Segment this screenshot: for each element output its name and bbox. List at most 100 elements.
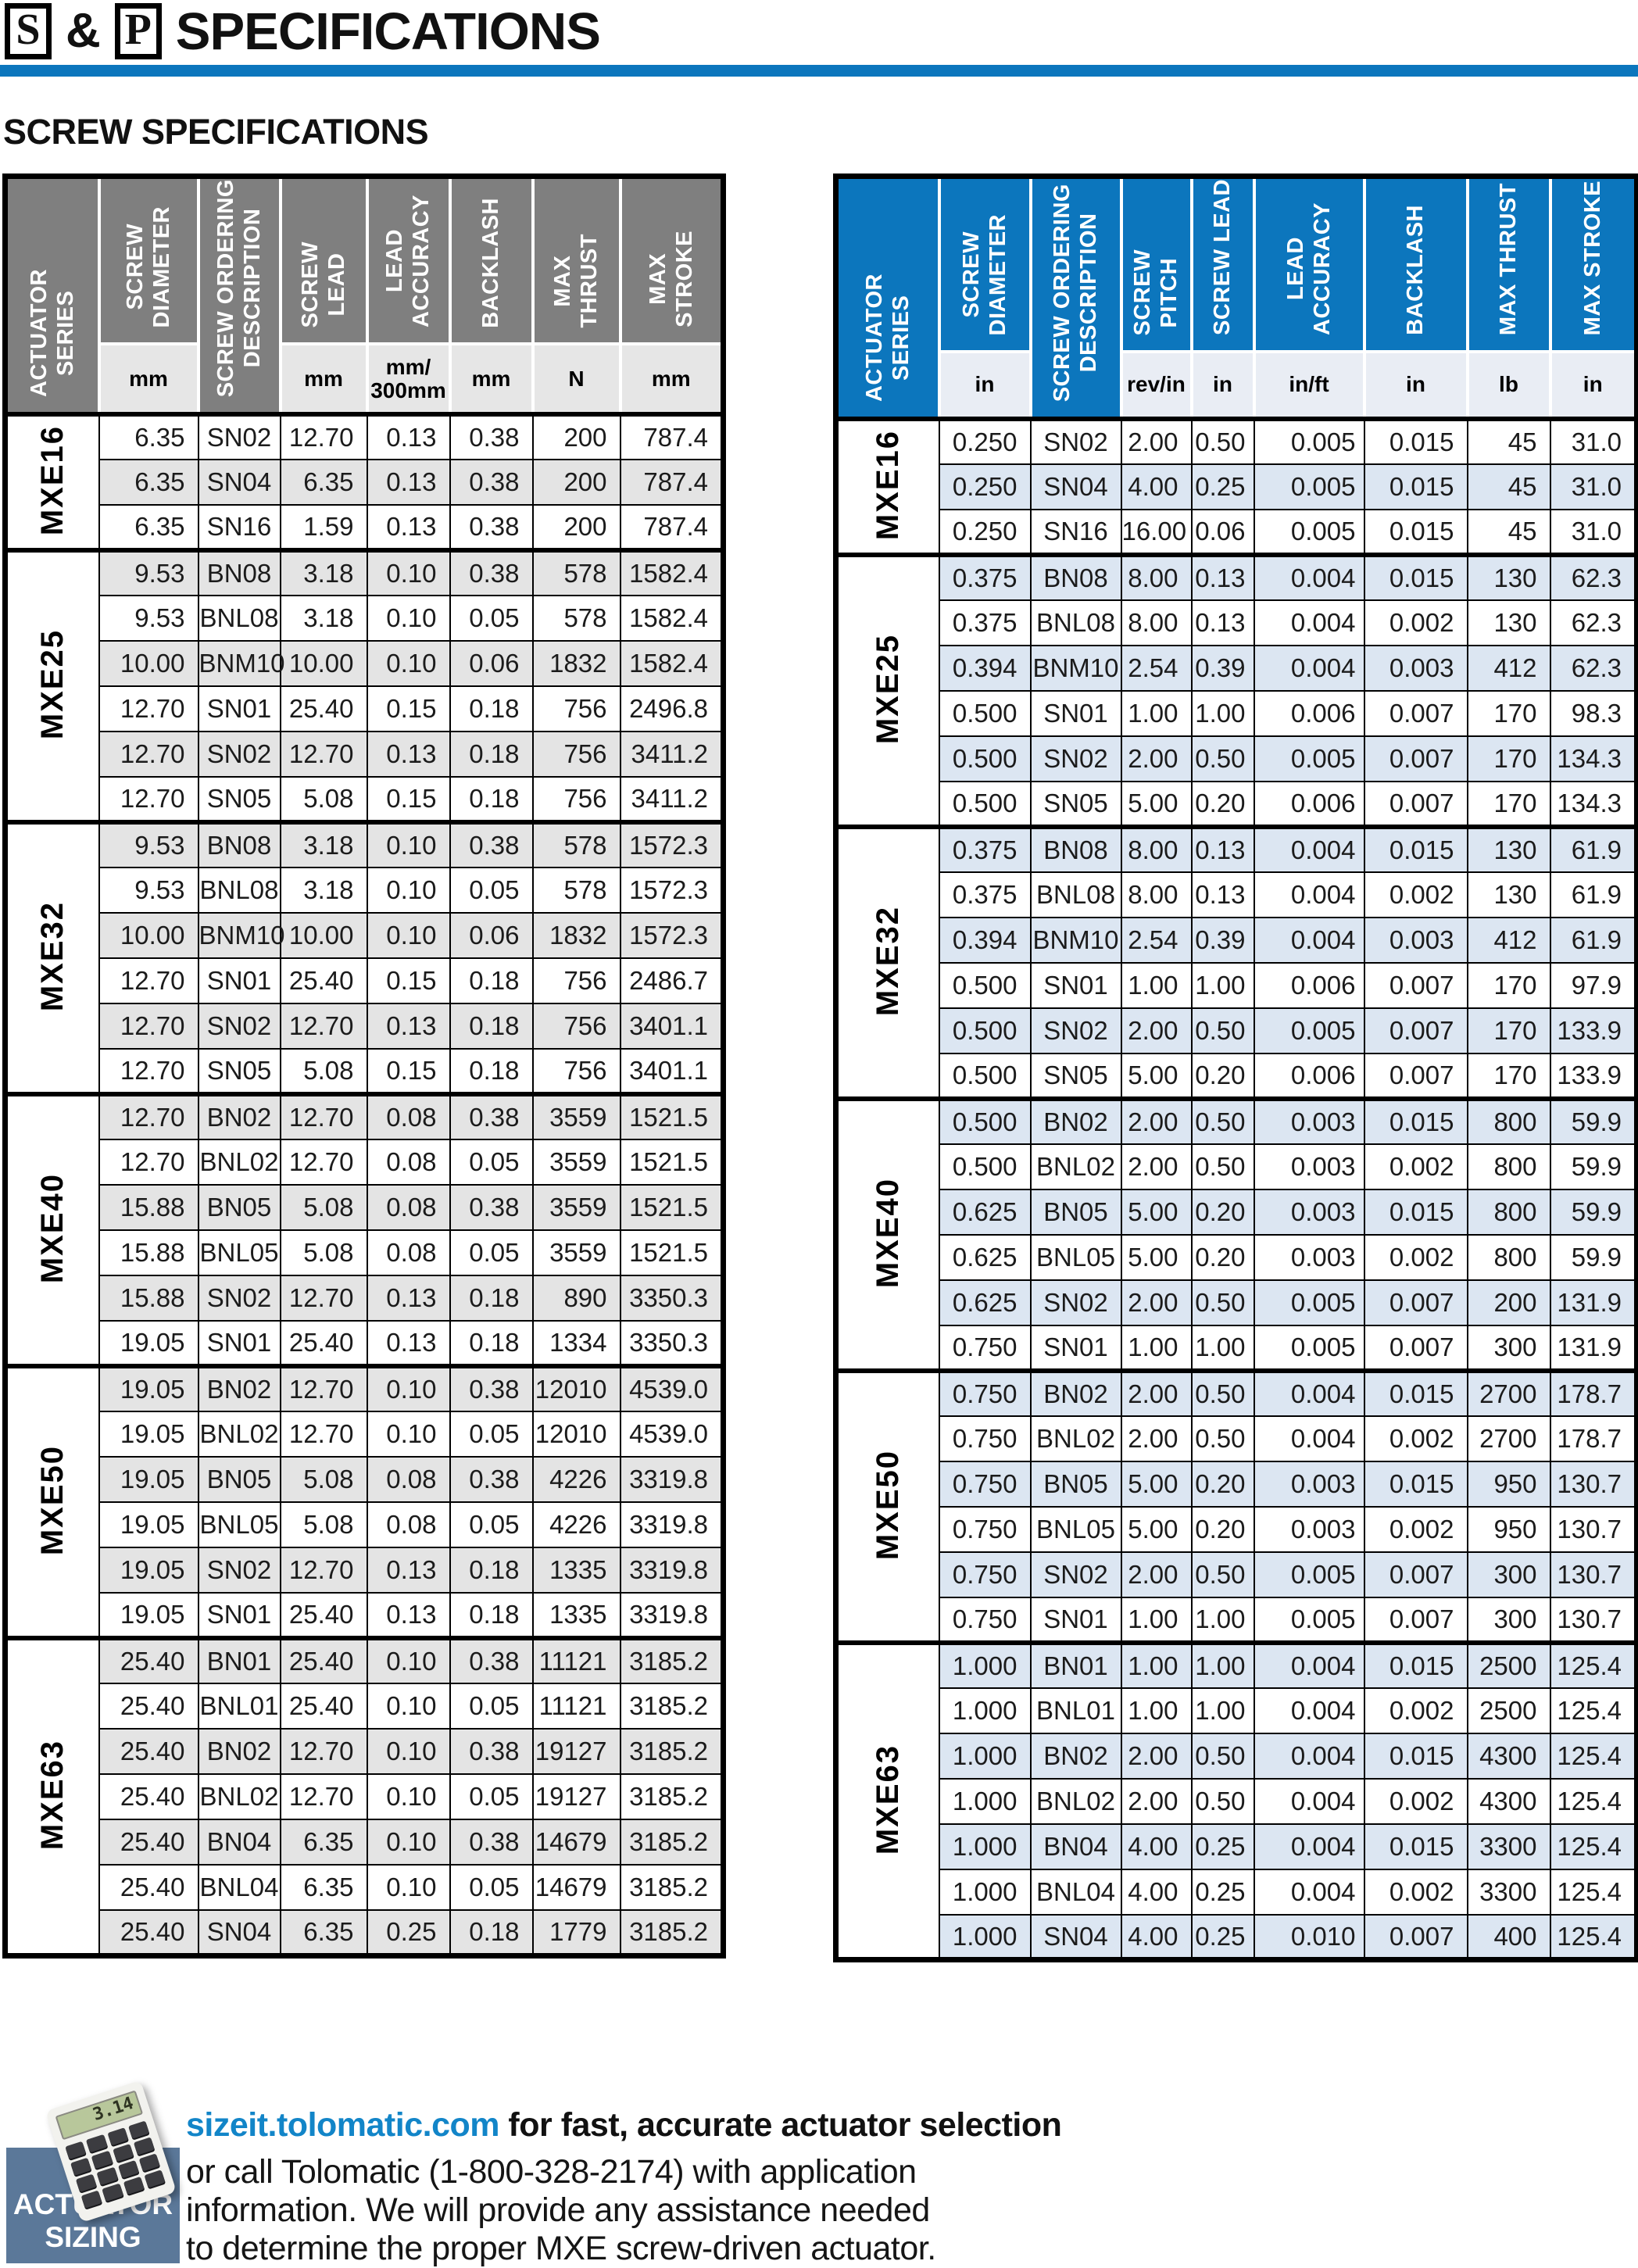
cell: 0.005 <box>1253 463 1365 510</box>
cell: 0.750 <box>938 1324 1032 1372</box>
cell: 0.13 <box>1190 599 1255 646</box>
cell: 25.40 <box>279 957 368 1005</box>
cell: 19.05 <box>98 1592 199 1640</box>
cell: 0.38 <box>449 820 534 869</box>
cell: 5.08 <box>279 1048 368 1096</box>
boxed-letter-p: P <box>114 3 162 59</box>
cell: 0.13 <box>366 1003 451 1050</box>
cell: 0.004 <box>1253 1823 1365 1870</box>
cell: 0.05 <box>449 1229 534 1277</box>
cell: 2.54 <box>1120 916 1193 964</box>
table-row: 1.000 BN04 4.00 0.25 0.004 0.015 3300 125.4 <box>836 1823 1638 1870</box>
cell: 0.39 <box>1190 916 1255 964</box>
cell: 134.3 <box>1549 780 1638 828</box>
cell: BNL02 <box>1029 1777 1122 1825</box>
cell: BNL02 <box>1029 1143 1122 1190</box>
cell: 3319.8 <box>619 1501 724 1549</box>
cell: 2500 <box>1466 1640 1551 1689</box>
cell: BN02 <box>1029 1368 1122 1417</box>
table-row: 0.750 SN02 2.00 0.50 0.005 0.007 300 130.7 <box>836 1551 1638 1598</box>
cell: 412 <box>1466 644 1551 692</box>
cell: 1521.5 <box>619 1092 724 1141</box>
table-row: 0.625 BN05 5.00 0.20 0.003 0.015 800 59.9 <box>836 1188 1638 1236</box>
cell: 0.10 <box>366 595 451 642</box>
col-header-screw-diameter: SCREW DIAMETER <box>97 174 200 346</box>
cell: 0.18 <box>449 1320 534 1368</box>
cell: BN04 <box>1029 1823 1122 1870</box>
table-row: 0.500 SN02 2.00 0.50 0.005 0.007 170 133.9 <box>836 1007 1638 1054</box>
cell: 8.00 <box>1120 552 1193 601</box>
table-row: 19.05 BNL02 12.70 0.10 0.05 12010 4539.0 <box>5 1411 724 1458</box>
cell: 0.004 <box>1253 1415 1365 1462</box>
cell: 19.05 <box>98 1411 199 1458</box>
cell: 130.7 <box>1549 1460 1638 1508</box>
cell: BN05 <box>1029 1460 1122 1508</box>
cell: 1.00 <box>1190 961 1255 1009</box>
cell: 800 <box>1466 1143 1551 1190</box>
cell: 3.18 <box>279 548 368 597</box>
cell: 0.010 <box>1253 1913 1365 1961</box>
col-header-screw-diameter: SCREW DIAMETER <box>937 174 1032 353</box>
cell: 1.00 <box>1190 1640 1255 1689</box>
cell: 0.002 <box>1363 1687 1468 1734</box>
cell: 14679 <box>531 1819 621 1866</box>
cell: 25.40 <box>279 1683 368 1730</box>
cell: 130.7 <box>1549 1505 1638 1553</box>
calculator-key <box>65 2141 87 2160</box>
cell: 4539.0 <box>619 1364 724 1413</box>
unit-cell-n: N <box>531 342 622 417</box>
table-row: MXE25 9.53 BN08 3.18 0.10 0.38 578 1582.4 <box>4 548 724 824</box>
cell: 1572.3 <box>619 820 724 869</box>
sizeit-link[interactable]: sizeit.tolomatic.com <box>186 2106 499 2144</box>
cell: 0.18 <box>449 1003 534 1050</box>
calculator-key <box>112 2144 134 2162</box>
cell: 3350.3 <box>619 1320 724 1368</box>
cell: 0.13 <box>366 412 451 461</box>
cell: 0.007 <box>1363 1052 1468 1100</box>
series-cell-MXE25: MXE25 <box>835 552 940 828</box>
cell: BNL05 <box>1029 1233 1122 1281</box>
cell: 0.05 <box>449 1411 534 1458</box>
cell: BN05 <box>197 1456 281 1504</box>
cell: 1572.3 <box>619 912 724 960</box>
cell: 0.50 <box>1190 1732 1255 1780</box>
cell: 2.00 <box>1120 1777 1193 1825</box>
cell: 19.05 <box>98 1456 199 1504</box>
cell: 0.015 <box>1363 1823 1468 1870</box>
table-row: MXE16 0.250 SN02 2.00 0.50 0.005 0.015 45 31.0 <box>835 416 1638 556</box>
cell: 0.18 <box>449 1547 534 1594</box>
cell: BN01 <box>1029 1640 1122 1689</box>
cell: 0.18 <box>449 1909 534 1957</box>
cell: 2.00 <box>1120 1143 1193 1190</box>
unit-cell-in: in <box>1189 349 1256 421</box>
cell: 0.004 <box>1253 1868 1365 1916</box>
cell: 0.003 <box>1363 916 1468 964</box>
cell: 578 <box>531 867 621 914</box>
cell: 0.004 <box>1253 644 1365 692</box>
cell: 0.007 <box>1363 961 1468 1009</box>
cell: SN02 <box>197 1275 281 1322</box>
col-header-max-stroke: MAX STROKE <box>618 174 725 346</box>
metric-spec-table: ACTUATOR SERIES SCREW DIAMETER SCREW ORDER… <box>2 173 726 1959</box>
cell: BNL08 <box>197 867 281 914</box>
unit-cell-mm: mm <box>448 342 535 417</box>
cell: 0.004 <box>1253 1777 1365 1825</box>
cell: 0.06 <box>1190 508 1255 556</box>
cell: 0.002 <box>1363 1233 1468 1281</box>
boxed-letter-s: S <box>5 3 52 59</box>
cell: 800 <box>1466 1233 1551 1281</box>
cell: 0.25 <box>1190 1913 1255 1961</box>
cell: 0.004 <box>1253 599 1365 646</box>
table-row: MXE40 0.500 BN02 2.00 0.50 0.003 0.015 800 59.9 <box>835 1096 1638 1372</box>
unit-cell-in: in <box>937 349 1032 421</box>
cell: 12.70 <box>279 1139 368 1186</box>
cell: 0.38 <box>449 1364 534 1413</box>
cell: 3300 <box>1466 1823 1551 1870</box>
cell: 1.00 <box>1190 1596 1255 1644</box>
cell: 1582.4 <box>619 640 724 688</box>
table-row: MXE25 0.375 BN08 8.00 0.13 0.004 0.015 130 62.3 <box>835 552 1638 828</box>
cell: 0.08 <box>366 1456 451 1504</box>
cell: 0.015 <box>1363 1732 1468 1780</box>
cell: 756 <box>531 1048 621 1096</box>
cell: 11121 <box>531 1636 621 1685</box>
